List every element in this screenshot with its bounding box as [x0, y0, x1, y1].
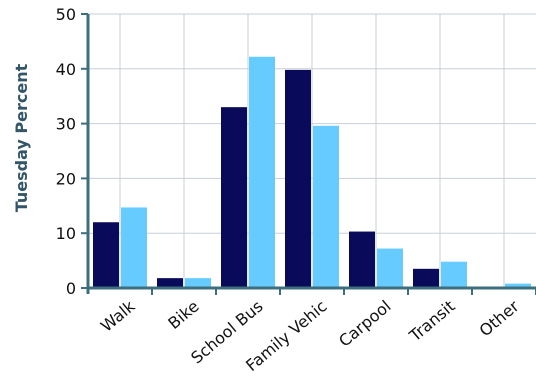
bar-series1-1 [157, 278, 183, 288]
y-axis-label: Tuesday Percent [12, 63, 31, 212]
bar-series1-5 [413, 268, 439, 288]
bar-series2-5 [441, 261, 467, 288]
y-tick-label: 40 [56, 60, 76, 79]
bar-series1-2 [221, 107, 247, 288]
y-tick-label: 30 [56, 115, 76, 134]
bar-series1-3 [285, 69, 311, 289]
x-tick-label: Other [476, 296, 523, 340]
x-tick-label: Transit [405, 297, 459, 346]
bar-series2-2 [249, 56, 275, 288]
bar-series1-4 [349, 231, 375, 288]
x-tick-label: Bike [164, 297, 202, 333]
y-tick-label: 50 [56, 5, 76, 24]
bar-series2-4 [377, 248, 403, 288]
bar-series2-1 [185, 278, 211, 288]
x-tick-label: Carpool [335, 297, 395, 351]
bar-series1-0 [93, 222, 119, 288]
y-tick-label: 0 [66, 279, 76, 298]
grid [88, 13, 536, 288]
x-tick-label: Walk [97, 296, 139, 336]
y-tick-label: 10 [56, 224, 76, 243]
bar-series2-6 [505, 283, 531, 288]
bar-series2-0 [121, 207, 147, 288]
y-tick-label: 20 [56, 169, 76, 188]
y-tick-labels: 0 10 20 30 40 50 [56, 5, 76, 298]
axes [81, 13, 536, 295]
bar-series2-3 [313, 125, 339, 289]
bars [93, 56, 531, 289]
